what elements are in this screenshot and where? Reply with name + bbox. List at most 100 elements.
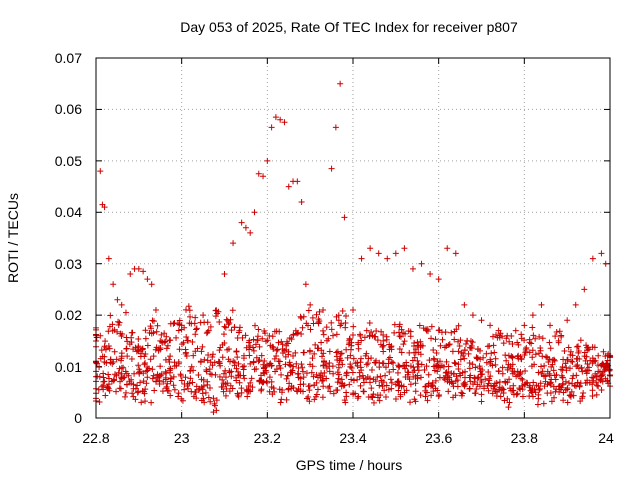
data-point (572, 301, 579, 308)
grid (96, 58, 610, 418)
data-point (401, 245, 408, 252)
data-point (536, 350, 543, 357)
data-point (259, 335, 266, 342)
data-point (543, 353, 549, 360)
data-point (271, 355, 278, 362)
data-point (348, 376, 355, 383)
data-point (97, 168, 104, 175)
data-point (118, 350, 125, 357)
data-point (425, 371, 432, 378)
data-point (200, 312, 207, 319)
data-point (585, 346, 592, 353)
data-point (564, 385, 571, 392)
data-point (367, 379, 374, 386)
data-point (566, 365, 573, 372)
data-point (360, 379, 367, 386)
data-point (477, 377, 484, 384)
data-point (195, 371, 202, 378)
data-point (310, 320, 317, 327)
data-point (460, 352, 467, 359)
data-point (467, 378, 474, 385)
data-point (183, 334, 190, 341)
data-point (176, 346, 183, 353)
data-point (139, 345, 146, 352)
data-point (576, 383, 583, 390)
data-point (337, 80, 344, 87)
data-point (483, 359, 490, 366)
data-point (122, 309, 129, 316)
data-point (142, 350, 149, 357)
data-point (357, 364, 364, 371)
data-point (229, 307, 236, 314)
data-point (412, 388, 419, 395)
data-point (256, 377, 263, 384)
data-point (251, 209, 258, 216)
data-point (489, 333, 496, 340)
data-point (602, 260, 609, 267)
data-point (278, 371, 285, 378)
data-point (385, 360, 392, 367)
data-point (185, 385, 192, 392)
data-point (306, 348, 313, 355)
data-point (354, 376, 361, 383)
data-point (129, 390, 136, 397)
y-tick-label: 0.02 (55, 307, 82, 323)
data-point (502, 379, 509, 386)
data-point (440, 375, 447, 382)
data-point (359, 372, 366, 379)
data-point (445, 368, 452, 375)
data-point (573, 363, 580, 370)
data-point (403, 387, 410, 394)
data-point (302, 281, 309, 288)
data-point (411, 339, 418, 346)
data-point (560, 397, 567, 404)
data-point (604, 377, 611, 384)
data-point (97, 355, 104, 362)
data-point (506, 338, 513, 345)
data-point (426, 357, 433, 364)
data-point (406, 376, 413, 383)
data-point (467, 372, 474, 379)
data-point (293, 360, 300, 367)
data-point (137, 379, 144, 386)
data-point (567, 348, 574, 355)
data-point (299, 324, 306, 331)
data-point (350, 390, 357, 397)
data-point (338, 376, 345, 383)
data-point (474, 375, 481, 382)
data-point (550, 367, 557, 374)
data-point (558, 333, 565, 340)
data-point (287, 362, 294, 369)
data-point (417, 374, 424, 381)
data-point (449, 380, 456, 387)
data-point (357, 382, 364, 389)
data-point (122, 393, 129, 400)
data-point (273, 352, 280, 359)
y-axis-label: ROTI / TECUs (5, 193, 21, 283)
data-point (228, 373, 235, 380)
data-point (310, 373, 317, 380)
data-point (220, 380, 227, 387)
data-point (286, 334, 293, 341)
data-point (439, 336, 446, 343)
data-point (234, 392, 241, 399)
data-point (418, 260, 425, 267)
data-point (414, 372, 421, 379)
data-point (190, 352, 197, 359)
data-point (482, 376, 489, 383)
data-point (231, 324, 238, 331)
data-point (171, 386, 178, 393)
data-point (124, 353, 131, 360)
data-point (398, 382, 405, 389)
data-point (183, 352, 190, 359)
data-point (466, 365, 473, 372)
data-point (500, 386, 507, 393)
data-point (339, 308, 346, 315)
data-point (459, 390, 466, 397)
data-point (249, 384, 256, 391)
data-point (493, 393, 500, 400)
data-point (400, 330, 407, 337)
data-point (316, 317, 323, 324)
data-point (518, 382, 525, 389)
data-point (163, 345, 170, 352)
